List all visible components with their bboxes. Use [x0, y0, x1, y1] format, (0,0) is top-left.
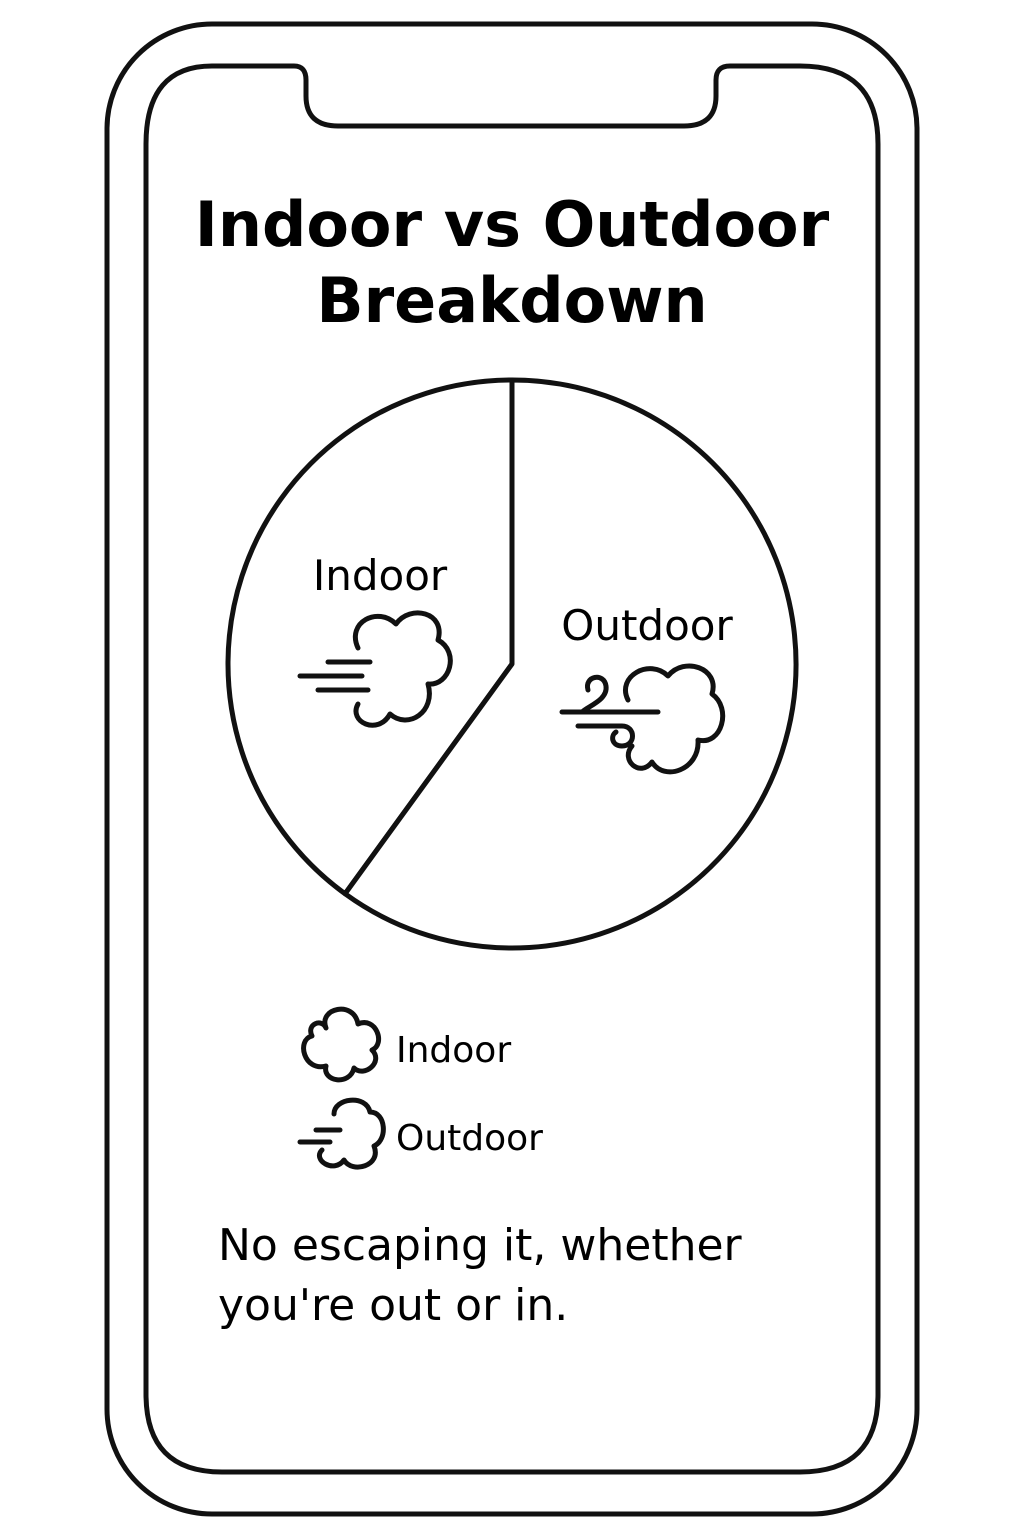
pie-slice-indoor: [225, 377, 515, 897]
legend-label-indoor: Indoor: [396, 1030, 511, 1071]
legend: Indoor Outdoor: [297, 1006, 543, 1170]
legend-label-outdoor: Outdoor: [396, 1118, 543, 1159]
chart-title-line-1: Indoor vs Outdoor: [195, 188, 830, 261]
indoor-slice-wind-cloud-icon: [297, 610, 453, 728]
slice-label-outdoor: Outdoor: [561, 601, 733, 650]
outdoor-slice-wind-cloud-icon: [559, 663, 726, 775]
legend-indoor-cloud-icon: [301, 1006, 382, 1083]
legend-outdoor-wind-cloud-icon: [297, 1097, 386, 1170]
chart-title-line-2: Breakdown: [316, 264, 707, 337]
phone-outer-frame: [104, 21, 920, 1517]
caption-line-1: No escaping it, whether: [218, 1220, 743, 1271]
slice-label-indoor: Indoor: [313, 551, 448, 600]
pie-slice-outdoor: [342, 377, 799, 951]
phone-inner-screen: [143, 63, 881, 1475]
pie-chart: [225, 377, 799, 951]
caption-line-2: you're out or in.: [218, 1280, 568, 1331]
